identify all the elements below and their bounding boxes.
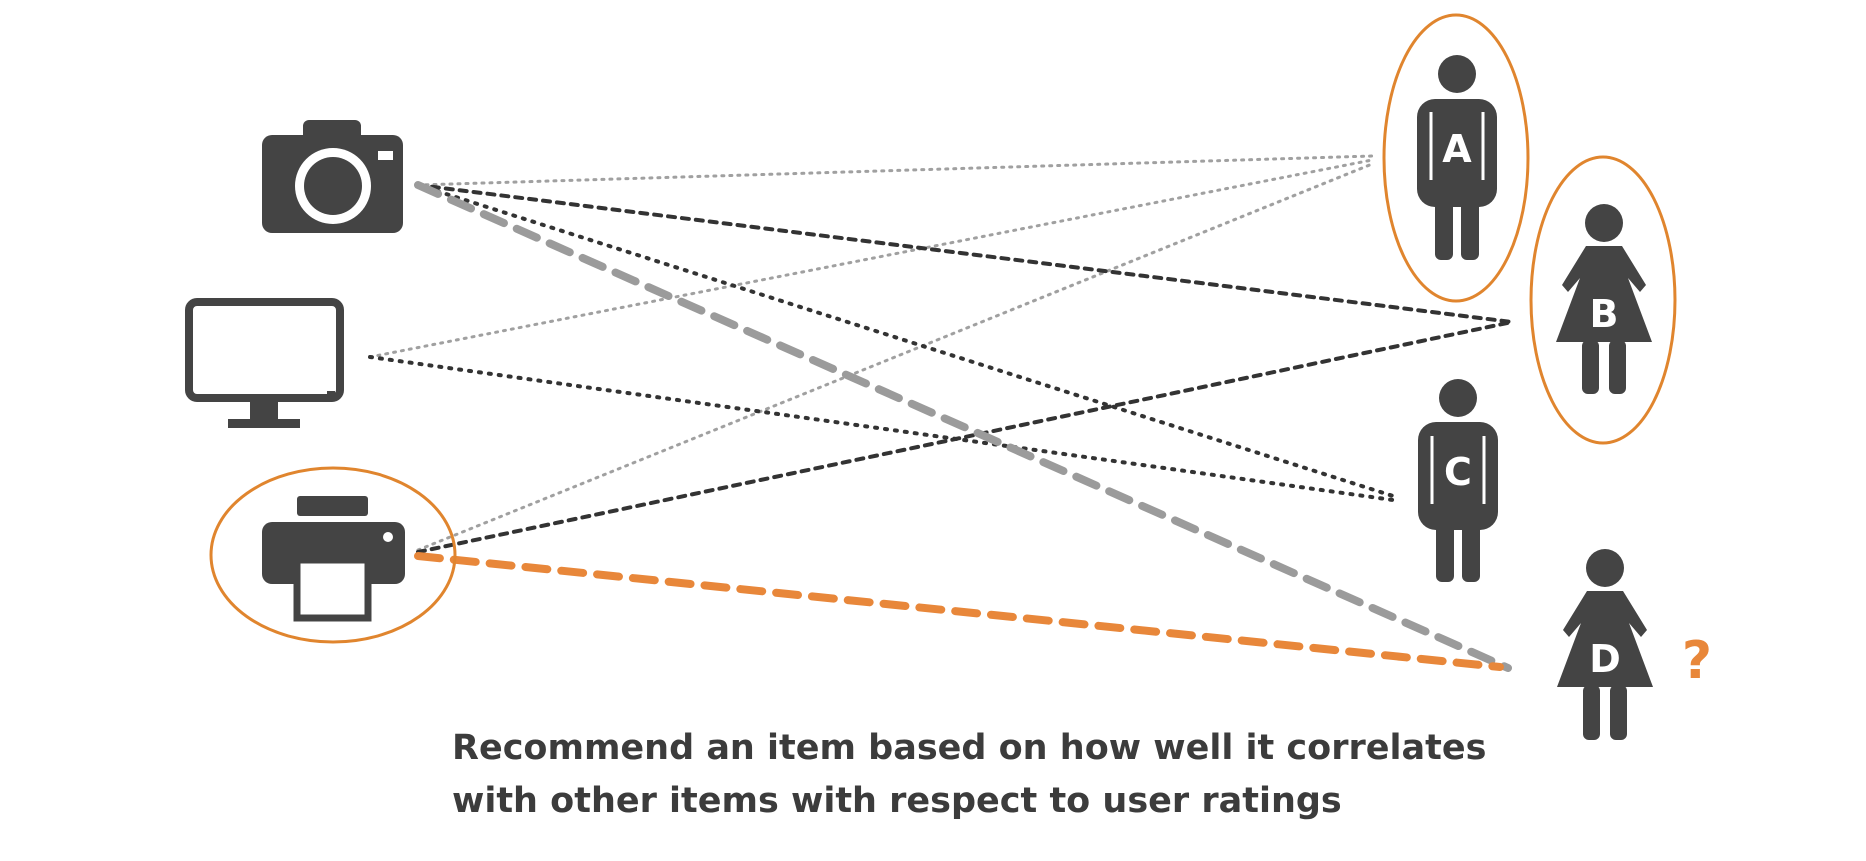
user-b-highlight-ring (1529, 155, 1677, 445)
link-camera-to-b (416, 183, 1514, 324)
user-d-label: D (1589, 637, 1621, 681)
user-d-icon: D (1557, 549, 1653, 740)
link-monitor-to-c (368, 355, 1395, 502)
user-c-icon: C (1418, 379, 1498, 582)
link-monitor-to-a (368, 158, 1374, 359)
printer-icon (262, 496, 405, 622)
connection-lines (368, 154, 1514, 672)
link-camera-to-d (414, 181, 1512, 672)
caption: Recommend an item based on how well it c… (452, 722, 1552, 828)
link-printer-to-d (414, 552, 1504, 671)
question-mark: ? (1682, 631, 1712, 691)
link-printer-to-b (416, 320, 1514, 554)
camera-icon (262, 120, 403, 233)
user-a-icon: A (1417, 55, 1497, 260)
user-b-icon: B (1556, 204, 1652, 394)
caption-line-2: with other items with respect to user ra… (452, 781, 1342, 821)
user-c-label: C (1444, 450, 1472, 494)
link-camera-to-c (416, 183, 1395, 498)
user-a-highlight-ring (1382, 13, 1530, 303)
caption-line-1: Recommend an item based on how well it c… (452, 728, 1487, 768)
link-camera-to-a (416, 154, 1374, 187)
monitor-icon (185, 298, 344, 428)
user-a-label: A (1442, 127, 1472, 171)
link-printer-to-a (416, 162, 1374, 552)
user-b-label: B (1590, 292, 1619, 336)
printer-highlight-ring (209, 466, 457, 644)
